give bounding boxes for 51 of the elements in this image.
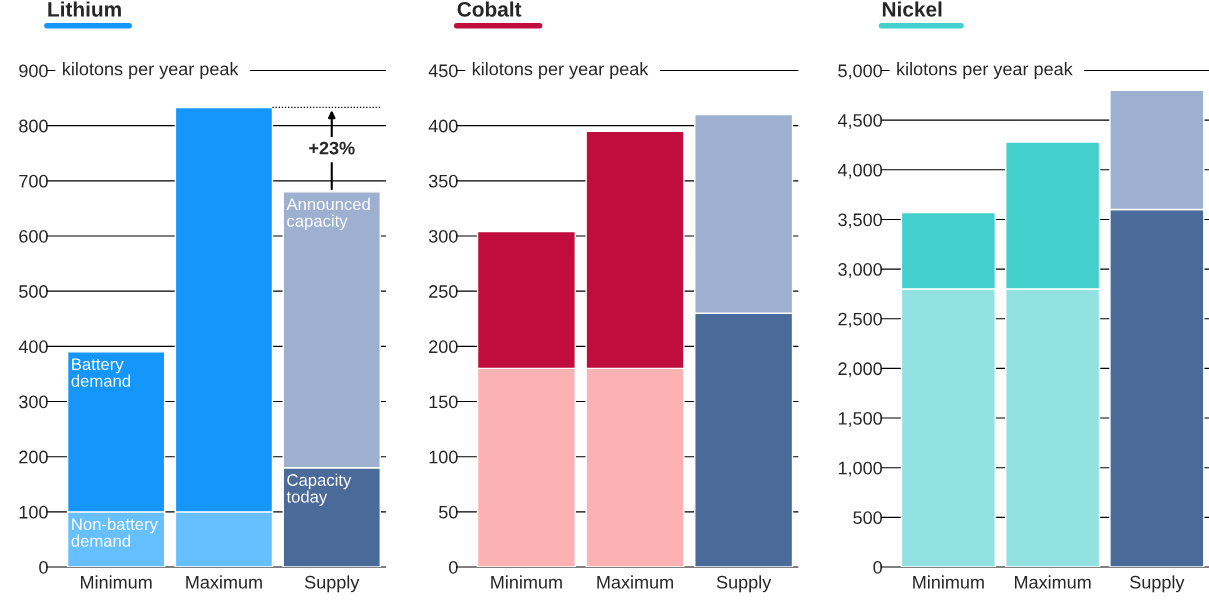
y-tick-label: 250 <box>429 285 458 298</box>
chart-title: Lithium <box>48 1 121 17</box>
y-tick-label: 200 <box>429 340 458 354</box>
x-tick-label: Supply <box>1130 575 1185 593</box>
annotation: +23% <box>309 141 355 155</box>
y-tick-label: 200 <box>19 450 48 464</box>
y-tick-label: 900 <box>19 64 48 78</box>
x-tick-label: Supply <box>716 575 772 593</box>
y-tick-label: 600 <box>19 229 48 243</box>
y-tick-label: 500 <box>853 511 882 525</box>
y-tick-label: 300 <box>19 395 48 409</box>
y-tick-label: 4,000 <box>837 163 882 179</box>
y-tick-label: 50 <box>438 505 458 519</box>
y-tick-label: 2,000 <box>838 362 882 378</box>
y-tick-label: 100 <box>429 450 458 464</box>
y-tick-label: 1,000 <box>838 461 882 477</box>
y-tick-label: 400 <box>428 119 458 133</box>
chart-title: Nickel <box>882 1 942 17</box>
y-tick-label: 4,500 <box>837 114 882 129</box>
annotation: Battery demand <box>71 358 130 387</box>
annotation: Announced capacity <box>286 197 370 231</box>
x-tick-label: Maximum <box>186 575 262 589</box>
x-tick-label: Minimum <box>913 575 984 589</box>
y-tick-label: 150 <box>429 395 458 409</box>
y-axis-title: kilotons per year peak <box>472 62 649 79</box>
y-axis-title: kilotons per year peak <box>63 62 239 79</box>
y-tick-label: 500 <box>19 285 48 298</box>
chart-title: Cobalt <box>457 1 522 17</box>
y-tick-label: 3,500 <box>838 213 882 229</box>
y-tick-label: 0 <box>449 560 458 574</box>
y-tick-label: 0 <box>873 560 882 574</box>
y-tick-label: 100 <box>19 505 48 519</box>
y-tick-label: 300 <box>428 229 458 243</box>
y-tick-label: 400 <box>18 340 48 354</box>
y-tick-label: 450 <box>428 64 458 78</box>
y-tick-label: 3,000 <box>838 263 882 278</box>
y-axis-title: kilotons per year peak <box>897 62 1073 79</box>
annotation: Non-battery demand <box>71 517 158 547</box>
y-tick-label: 5,000 <box>838 64 882 80</box>
y-tick-label: 0 <box>39 560 48 574</box>
x-tick-label: Maximum <box>1014 575 1091 589</box>
y-tick-label: 700 <box>19 174 48 188</box>
x-tick-label: Minimum <box>491 575 562 589</box>
x-tick-label: Minimum <box>80 575 152 589</box>
y-tick-label: 350 <box>428 174 458 188</box>
y-tick-label: 2,500 <box>838 312 882 328</box>
y-tick-label: 800 <box>19 119 48 133</box>
y-tick-label: 1,500 <box>838 412 882 427</box>
annotation: Capacity today <box>286 473 352 506</box>
x-tick-label: Maximum <box>597 575 673 589</box>
x-tick-label: Supply <box>304 575 360 593</box>
